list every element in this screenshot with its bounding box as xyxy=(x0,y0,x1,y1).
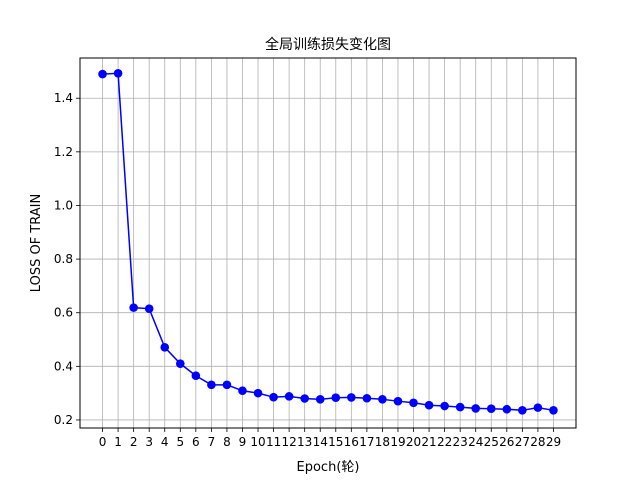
x-tick-label: 27 xyxy=(515,435,530,449)
y-axis: 0.2 0.4 0.6 0.8 1.0 1.2 1.4 xyxy=(54,91,80,427)
x-tick-label: 4 xyxy=(161,435,169,449)
x-tick-label: 20 xyxy=(406,435,421,449)
data-point xyxy=(284,392,294,401)
data-point xyxy=(300,394,309,403)
data-point xyxy=(502,404,512,414)
y-tick-label: 0.6 xyxy=(54,306,73,320)
grid xyxy=(80,58,576,428)
data-point xyxy=(440,401,449,411)
data-point xyxy=(144,304,154,313)
y-tick-label: 1.0 xyxy=(54,198,73,212)
data-point xyxy=(331,393,341,403)
x-tick-label: 1 xyxy=(114,435,122,449)
x-tick-label: 11 xyxy=(266,435,281,449)
data-point xyxy=(393,396,403,406)
x-tick-label: 26 xyxy=(499,435,514,449)
data-point xyxy=(424,400,434,410)
x-tick-label: 28 xyxy=(530,435,545,449)
x-tick-label: 23 xyxy=(453,435,468,449)
data-point xyxy=(409,398,418,408)
data-point xyxy=(113,68,123,78)
data-point xyxy=(549,406,558,415)
x-tick-label: 5 xyxy=(176,435,184,449)
x-tick-label: 22 xyxy=(437,435,452,449)
data-point xyxy=(347,393,356,402)
data-point xyxy=(378,395,387,404)
data-point xyxy=(518,406,527,415)
x-tick-label: 3 xyxy=(145,435,153,449)
x-tick-label: 24 xyxy=(468,435,483,449)
data-point xyxy=(455,402,465,412)
x-tick-label: 19 xyxy=(390,435,405,449)
series xyxy=(98,68,558,415)
x-tick-label: 6 xyxy=(192,435,200,449)
x-axis-label: Epoch(轮) xyxy=(297,460,360,475)
data-point xyxy=(191,371,201,381)
data-point xyxy=(315,395,325,404)
y-tick-label: 1.4 xyxy=(54,91,73,105)
x-tick-label: 0 xyxy=(99,435,107,449)
x-tick-label: 15 xyxy=(328,435,343,449)
x-tick-label: 8 xyxy=(223,435,231,449)
y-axis-label: LOSS OF TRAIN xyxy=(29,194,44,292)
x-tick-label: 29 xyxy=(546,435,561,449)
x-axis: 0 1 2 3 4 5 6 7 8 9 10 11 12 13 14 15 16 17 18 19 20 21 22 23 24… xyxy=(99,428,561,449)
data-point xyxy=(207,380,216,390)
x-tick-label: 7 xyxy=(208,435,216,449)
x-tick-label: 16 xyxy=(344,435,359,449)
x-tick-label: 12 xyxy=(281,435,296,449)
plot-frame xyxy=(79,57,577,429)
data-point xyxy=(269,392,278,402)
x-tick-label: 25 xyxy=(484,435,499,449)
x-tick-label: 13 xyxy=(297,435,312,449)
data-point xyxy=(175,359,185,368)
x-tick-label: 9 xyxy=(239,435,247,449)
y-tick-label: 0.2 xyxy=(54,413,73,427)
x-tick-label: 17 xyxy=(359,435,374,449)
x-tick-label: 18 xyxy=(375,435,390,449)
y-tick-label: 0.4 xyxy=(54,359,73,373)
data-point xyxy=(98,69,107,79)
chart-title: 全局训练损失变化图 xyxy=(265,36,391,53)
x-tick-label: 2 xyxy=(130,435,138,449)
y-tick-label: 1.2 xyxy=(54,145,73,159)
y-tick-label: 0.8 xyxy=(54,252,73,266)
x-tick-label: 14 xyxy=(313,435,328,449)
data-point xyxy=(253,388,263,398)
data-point xyxy=(471,404,481,413)
data-point xyxy=(486,404,496,413)
data-point xyxy=(533,403,543,412)
x-tick-label: 21 xyxy=(421,435,436,449)
data-point xyxy=(238,386,247,396)
data-point xyxy=(160,342,170,352)
data-point xyxy=(222,380,232,390)
x-tick-label: 10 xyxy=(250,435,265,449)
data-point xyxy=(129,303,138,312)
data-point xyxy=(362,393,372,403)
